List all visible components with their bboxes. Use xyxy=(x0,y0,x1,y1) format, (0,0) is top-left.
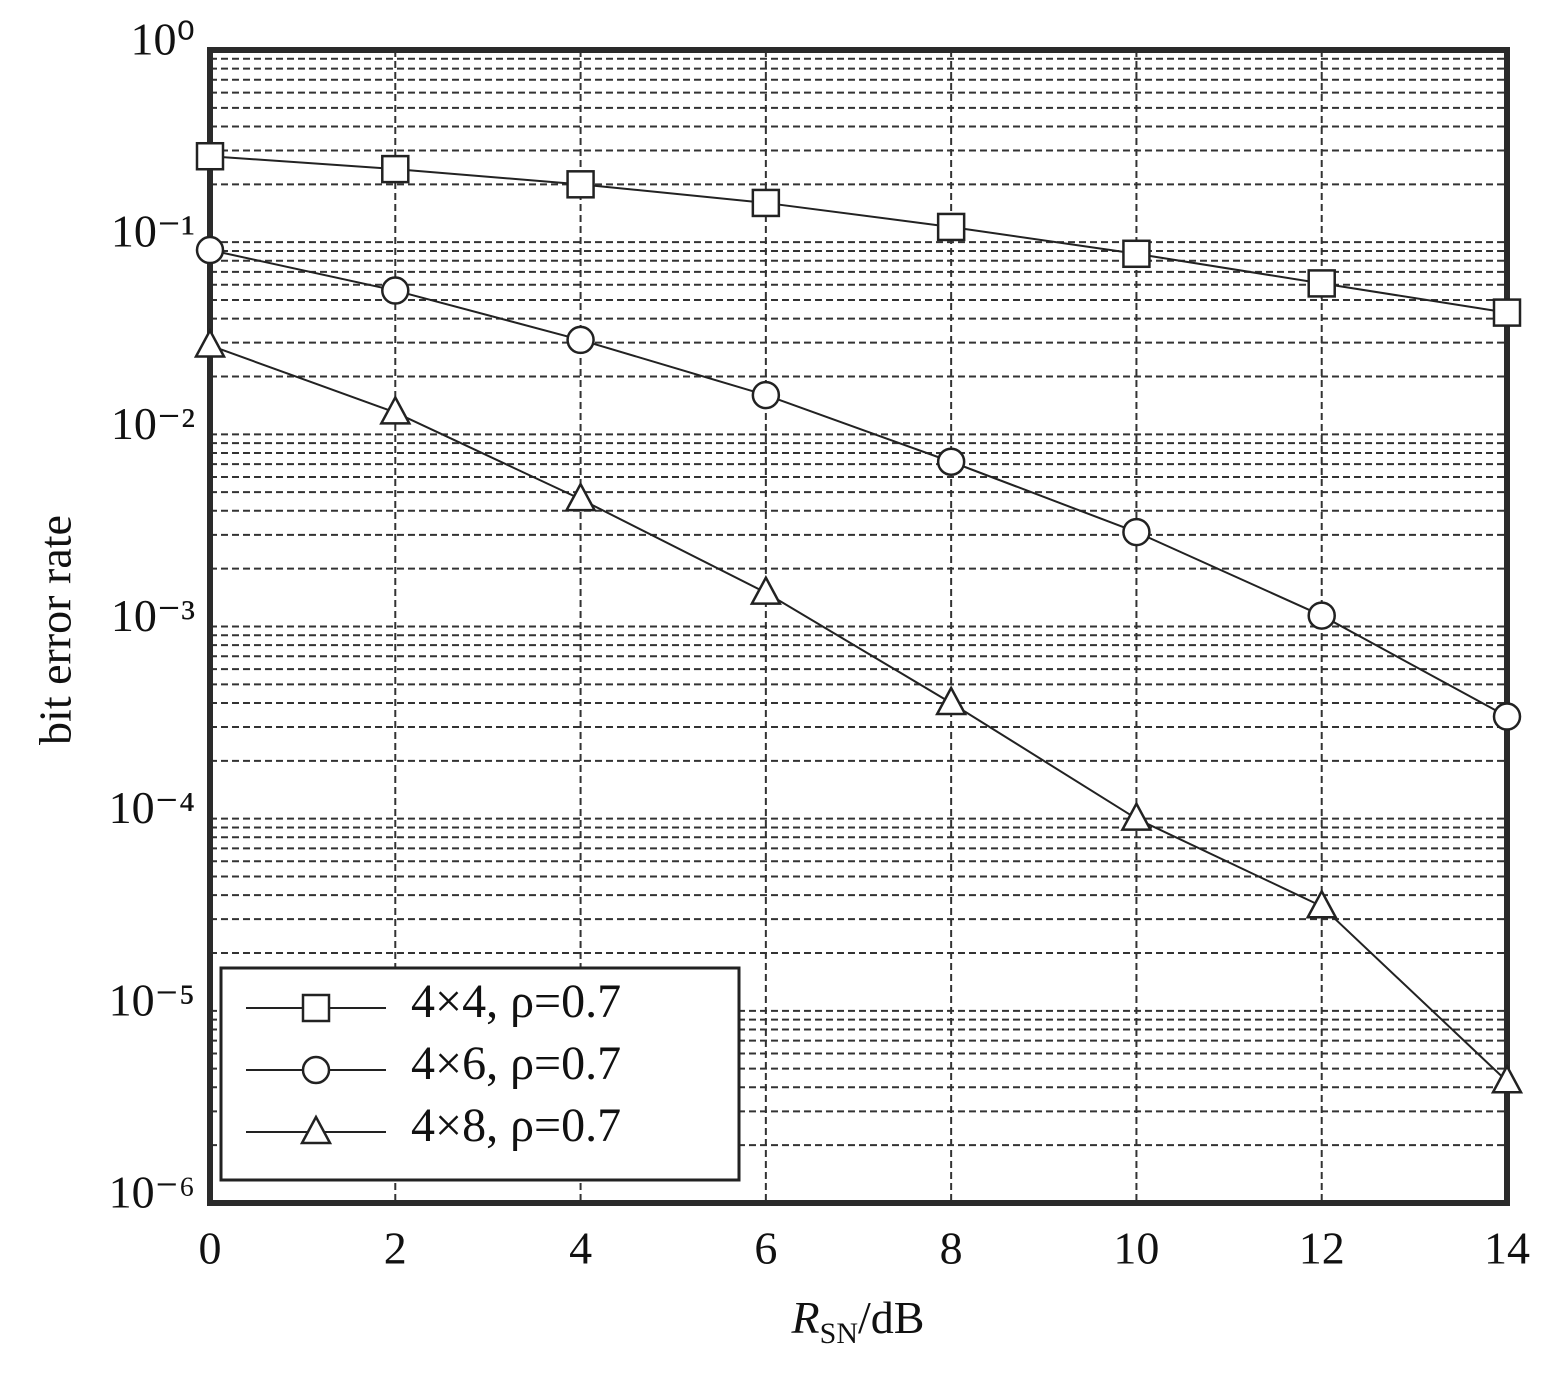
y-tick-label: 10⁻⁴ xyxy=(109,782,195,833)
x-tick-label: 2 xyxy=(384,1223,407,1274)
marker xyxy=(195,141,225,171)
marker xyxy=(1120,801,1153,831)
y-tick-label: 10⁻³ xyxy=(111,590,195,641)
x-label-subscript: SN xyxy=(820,1317,858,1350)
marker xyxy=(749,575,782,605)
marker xyxy=(381,276,410,305)
plot-frame xyxy=(207,47,1510,1206)
marker xyxy=(1307,601,1336,630)
marker xyxy=(1490,1063,1524,1094)
x-tick-label: 4 xyxy=(569,1223,592,1274)
x-axis-label: RSN/dB xyxy=(791,1292,925,1350)
marker xyxy=(936,212,966,242)
marker xyxy=(1122,517,1151,547)
series-line xyxy=(209,344,1508,1082)
marker xyxy=(566,325,595,355)
legend-label: 4×4, ρ=0.7 xyxy=(411,975,621,1028)
marker xyxy=(564,481,597,512)
marker xyxy=(1492,702,1522,731)
marker xyxy=(195,235,225,265)
x-label-symbol: R xyxy=(791,1292,820,1343)
x-tick-label: 8 xyxy=(940,1223,963,1274)
x-tick-label: 6 xyxy=(754,1223,777,1274)
x-label-unit: /dB xyxy=(858,1292,924,1343)
marker xyxy=(751,188,781,218)
marker xyxy=(751,380,781,410)
legend-label: 4×8, ρ=0.7 xyxy=(411,1099,621,1152)
y-axis-label: bit error rate xyxy=(30,515,81,745)
marker xyxy=(379,394,412,425)
series-line xyxy=(209,155,1508,314)
y-tick-label: 10⁻¹ xyxy=(111,206,195,257)
marker xyxy=(193,327,227,358)
marker xyxy=(1307,269,1336,298)
x-tick-label: 10 xyxy=(1113,1223,1159,1274)
series-line xyxy=(209,249,1508,718)
marker xyxy=(301,1055,331,1085)
y-tick-label: 10⁻⁵ xyxy=(109,974,195,1025)
y-tick-label: 10⁻² xyxy=(111,398,195,449)
y-tick-label: 10⁰ xyxy=(131,14,195,65)
marker xyxy=(1122,239,1151,269)
marker xyxy=(936,447,966,476)
y-tick-label: 10⁻⁶ xyxy=(109,1167,195,1218)
x-tick-label: 0 xyxy=(199,1223,222,1274)
marker xyxy=(381,154,410,184)
marker xyxy=(935,685,968,716)
marker xyxy=(566,170,595,199)
x-tick-label: 14 xyxy=(1484,1223,1530,1274)
marker xyxy=(1492,298,1522,327)
x-tick-label: 12 xyxy=(1299,1223,1345,1274)
marker xyxy=(299,1114,333,1145)
marker xyxy=(301,993,331,1023)
legend-label: 4×6, ρ=0.7 xyxy=(411,1037,621,1090)
marker xyxy=(1305,888,1338,919)
